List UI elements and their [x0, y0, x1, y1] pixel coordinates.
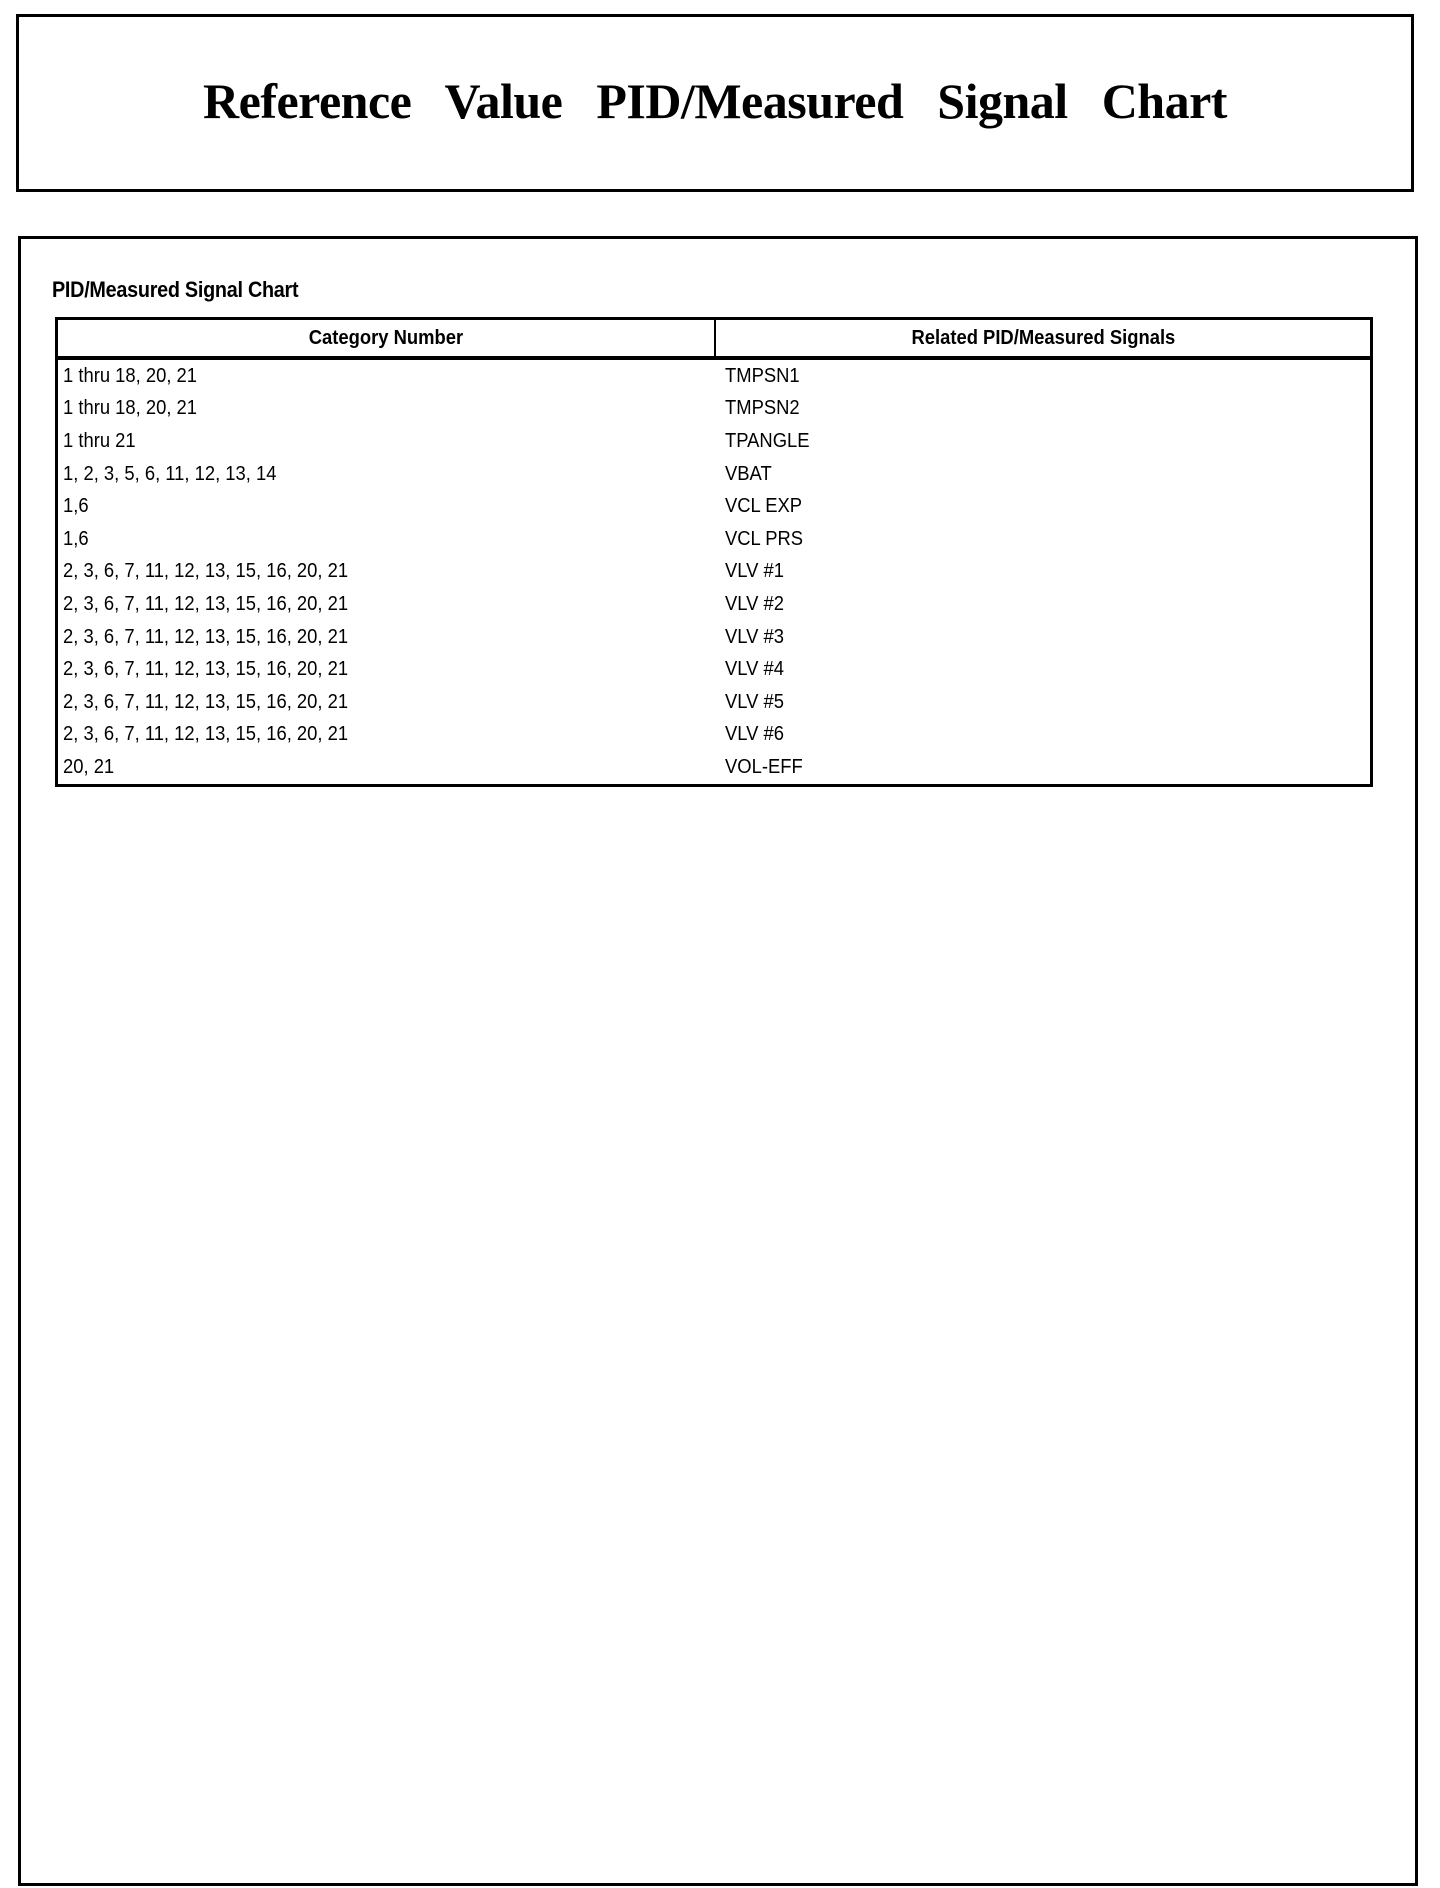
column-header-signals: Related PID/Measured Signals — [715, 318, 1372, 360]
table-row: 2, 3, 6, 7, 11, 12, 13, 15, 16, 20, 21 VL… — [57, 653, 1372, 686]
category-cell: 2, 3, 6, 7, 11, 12, 13, 15, 16, 20, 21 — [63, 658, 349, 681]
category-cell: 1 thru 18, 20, 21 — [63, 364, 198, 387]
table-row: 20, 21 VOL-EFF — [57, 751, 1372, 785]
signal-cell: VCL EXP — [725, 495, 803, 518]
signal-cell: TMPSN1 — [725, 364, 800, 387]
table-header-row: Category Number Related PID/Measured Sig… — [56, 318, 1372, 360]
page-title: Reference Value PID/Measured Signal Char… — [203, 73, 1227, 129]
category-cell: 2, 3, 6, 7, 11, 12, 13, 15, 16, 20, 21 — [63, 690, 349, 713]
table-row: 1 thru 21 TPANGLE — [57, 425, 1372, 458]
category-cell: 2, 3, 6, 7, 11, 12, 13, 15, 16, 20, 21 — [63, 625, 349, 648]
category-cell: 1, 2, 3, 5, 6, 11, 12, 13, 14 — [63, 462, 277, 485]
content-box: PID/Measured Signal Chart Category Numbe… — [18, 236, 1418, 1886]
category-cell: 1 thru 18, 20, 21 — [63, 397, 198, 420]
signal-cell: TMPSN2 — [725, 397, 800, 420]
signal-cell: TPANGLE — [725, 429, 810, 452]
table-row: 1, 2, 3, 5, 6, 11, 12, 13, 14 VBAT — [57, 458, 1372, 491]
signal-cell: VOL-EFF — [725, 755, 803, 778]
signal-cell: VLV #6 — [725, 723, 784, 746]
signal-cell: VLV #1 — [725, 560, 784, 583]
table-row: 1 thru 18, 20, 21 TMPSN2 — [57, 393, 1372, 426]
category-cell: 1 thru 21 — [63, 429, 136, 452]
signal-cell: VLV #2 — [725, 592, 784, 615]
signal-cell: VLV #3 — [725, 625, 784, 648]
column-header-category: Category Number — [56, 318, 716, 360]
table-row: 2, 3, 6, 7, 11, 12, 13, 15, 16, 20, 21 VL… — [57, 686, 1372, 719]
signal-table: Category Number Related PID/Measured Sig… — [55, 317, 1373, 787]
signal-cell: VCL PRS — [725, 527, 804, 550]
title-box: Reference Value PID/Measured Signal Char… — [16, 14, 1414, 192]
signal-cell: VLV #4 — [725, 658, 784, 681]
category-cell: 1,6 — [63, 495, 89, 518]
table-row: 2, 3, 6, 7, 11, 12, 13, 15, 16, 20, 21 VL… — [57, 719, 1372, 752]
table-row: 1,6 VCL EXP — [57, 490, 1372, 523]
signal-cell: VLV #5 — [725, 690, 784, 713]
category-cell: 1,6 — [63, 527, 89, 550]
table-row: 2, 3, 6, 7, 11, 12, 13, 15, 16, 20, 21 VL… — [57, 588, 1372, 621]
category-cell: 2, 3, 6, 7, 11, 12, 13, 15, 16, 20, 21 — [63, 723, 349, 746]
table-row: 2, 3, 6, 7, 11, 12, 13, 15, 16, 20, 21 VL… — [57, 621, 1372, 654]
table-row: 2, 3, 6, 7, 11, 12, 13, 15, 16, 20, 21 VL… — [57, 556, 1372, 589]
table-row: 1,6 VCL PRS — [57, 523, 1372, 556]
category-cell: 2, 3, 6, 7, 11, 12, 13, 15, 16, 20, 21 — [63, 560, 349, 583]
section-title: PID/Measured Signal Chart — [52, 277, 299, 302]
signal-cell: VBAT — [725, 462, 772, 485]
category-cell: 20, 21 — [63, 755, 115, 778]
table-row: 1 thru 18, 20, 21 TMPSN1 — [57, 358, 1372, 393]
category-cell: 2, 3, 6, 7, 11, 12, 13, 15, 16, 20, 21 — [63, 592, 349, 615]
